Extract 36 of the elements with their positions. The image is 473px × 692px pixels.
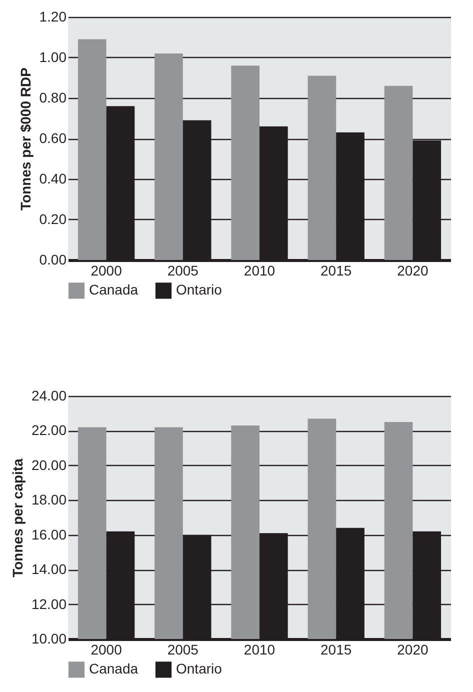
x-tick-label: 2000 bbox=[90, 642, 122, 658]
bar bbox=[154, 53, 183, 260]
y-tick-label: 10.00 bbox=[31, 630, 67, 646]
y-tick-label: 22.00 bbox=[31, 422, 67, 438]
y-tick-label: 14.00 bbox=[31, 561, 67, 578]
x-tick-label: 2015 bbox=[320, 262, 352, 278]
x-tick-label: 2015 bbox=[320, 642, 352, 658]
legend-label: Ontario bbox=[176, 660, 222, 677]
y-tick-label: 0.00 bbox=[39, 252, 67, 268]
bar bbox=[231, 66, 260, 260]
y-tick-label: 16.00 bbox=[31, 526, 67, 542]
y-tick-label: 1.00 bbox=[39, 49, 67, 65]
y-tick-label: 0.20 bbox=[39, 211, 67, 227]
y-tick-label: 0.40 bbox=[39, 170, 67, 186]
bar bbox=[384, 86, 413, 260]
x-tick-label: 2010 bbox=[244, 642, 276, 658]
y-tick-label: 0.80 bbox=[39, 90, 67, 106]
y-tick-label: 20.00 bbox=[31, 456, 67, 473]
legend-label: Canada bbox=[89, 282, 138, 298]
x-tick-label: 2005 bbox=[167, 262, 199, 278]
y-tick-label: 24.00 bbox=[31, 388, 67, 404]
y-tick-label: 12.00 bbox=[31, 596, 67, 612]
y-axis-title: Tonnes per capita bbox=[9, 458, 26, 578]
legend-label: Ontario bbox=[176, 282, 222, 298]
x-tick-label: 2020 bbox=[397, 642, 428, 658]
bar bbox=[78, 39, 106, 260]
x-tick-label: 2010 bbox=[244, 262, 276, 278]
y-tick-label: 18.00 bbox=[31, 492, 67, 508]
legend-label: Canada bbox=[89, 660, 138, 677]
x-tick-label: 2000 bbox=[90, 262, 122, 278]
y-axis-title: Tonnes per $000 RDP bbox=[17, 68, 34, 210]
bar bbox=[308, 76, 336, 260]
x-tick-label: 2020 bbox=[397, 262, 428, 278]
y-tick-label: 1.20 bbox=[39, 8, 67, 24]
x-tick-label: 2005 bbox=[167, 642, 199, 658]
y-tick-label: 0.60 bbox=[39, 130, 67, 146]
